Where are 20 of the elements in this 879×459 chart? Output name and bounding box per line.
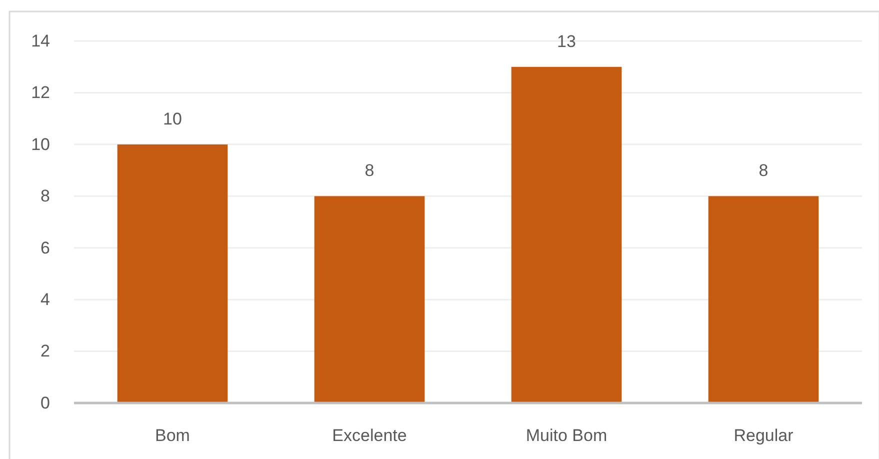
y-tick-label: 14: [31, 31, 50, 50]
x-tick-label: Excelente: [332, 426, 407, 446]
bar: [117, 144, 228, 403]
y-tick-label: 8: [40, 186, 50, 206]
data-label: 8: [758, 161, 768, 180]
y-tick-label: 2: [40, 342, 50, 361]
data-label: 10: [163, 109, 182, 128]
y-tick-label: 12: [31, 83, 50, 102]
y-tick-label: 0: [40, 393, 50, 412]
y-tick-label: 10: [31, 134, 50, 154]
data-label: 13: [557, 32, 576, 51]
x-tick-label: Regular: [734, 426, 794, 446]
data-label: 8: [364, 161, 374, 180]
x-tick-label: Bom: [155, 426, 190, 446]
y-tick-label: 4: [40, 290, 50, 310]
x-tick-label: Muito Bom: [526, 426, 608, 446]
bar: [708, 196, 819, 403]
y-tick-label: 6: [40, 238, 50, 258]
bar: [314, 196, 425, 403]
bar: [511, 66, 622, 403]
